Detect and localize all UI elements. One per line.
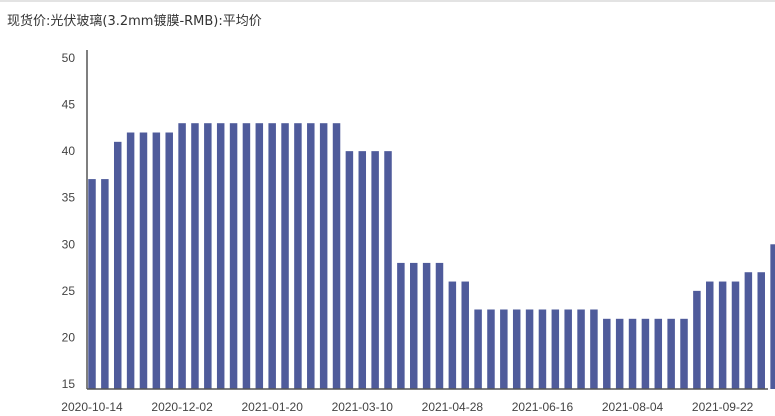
bar <box>126 132 135 389</box>
bar <box>242 123 251 389</box>
bar <box>358 151 367 389</box>
top-divider <box>0 0 775 2</box>
x-tick-label: 2021-08-04 <box>602 400 664 414</box>
bar <box>474 309 482 389</box>
bar <box>268 123 276 389</box>
bar <box>229 123 238 389</box>
bar <box>667 318 675 389</box>
x-tick-label: 2020-12-02 <box>151 400 213 414</box>
bar <box>693 290 701 389</box>
bar <box>487 309 495 389</box>
bar <box>718 281 727 389</box>
bar <box>410 262 418 389</box>
bar <box>397 262 405 389</box>
bar <box>615 318 624 389</box>
bar <box>538 309 547 389</box>
bar <box>757 272 765 389</box>
bar <box>345 151 354 389</box>
bar <box>603 318 611 389</box>
bar <box>113 141 122 389</box>
bars <box>88 123 775 389</box>
bar <box>590 309 598 389</box>
y-tick-label: 25 <box>62 284 76 298</box>
bar <box>88 179 96 389</box>
bar <box>139 132 148 389</box>
x-tick-label: 2021-01-20 <box>241 400 303 414</box>
bar <box>384 151 392 389</box>
bar <box>255 123 264 389</box>
x-tick-label: 2021-09-22 <box>692 400 754 414</box>
x-axis-ticks: 2020-10-14 2020-12-02 2021-01-20 2021-03-10… <box>61 400 753 414</box>
bar <box>706 281 714 389</box>
y-tick-label: 50 <box>62 51 76 65</box>
bar <box>307 123 315 389</box>
bar <box>551 309 560 389</box>
bar <box>178 123 186 389</box>
bar <box>525 309 534 389</box>
bar <box>152 132 161 389</box>
x-tick-label: 2020-10-14 <box>61 400 123 414</box>
y-tick-label: 45 <box>62 98 76 112</box>
y-axis-ticks: 15 20 25 30 35 40 45 50 <box>62 51 76 391</box>
bar <box>319 123 328 389</box>
bar <box>500 309 508 389</box>
y-tick-label: 40 <box>62 144 76 158</box>
x-tick-label: 2021-04-28 <box>422 400 484 414</box>
bar <box>744 272 753 389</box>
bar <box>204 123 212 389</box>
bar <box>628 318 637 389</box>
y-tick-label: 20 <box>62 330 76 344</box>
bar <box>371 151 379 389</box>
bar <box>422 262 431 389</box>
bar <box>435 262 444 389</box>
y-tick-label: 15 <box>62 377 76 391</box>
x-tick-label: 2021-06-16 <box>512 400 574 414</box>
bar <box>641 318 650 389</box>
bar <box>731 281 740 389</box>
y-tick-label: 30 <box>62 237 76 251</box>
bar <box>101 179 109 389</box>
bar <box>216 123 225 389</box>
bar <box>294 123 302 389</box>
bar <box>680 318 688 389</box>
bar <box>770 244 775 389</box>
bar <box>448 281 457 389</box>
bar <box>281 123 289 389</box>
bar <box>512 309 521 389</box>
x-tick-label: 2021-03-10 <box>332 400 394 414</box>
bar <box>461 281 469 389</box>
bar <box>564 309 572 389</box>
bar <box>577 309 585 389</box>
chart-title: 现货价:光伏玻璃(3.2mm镀膜-RMB):平均价 <box>7 14 262 29</box>
bar <box>332 123 341 389</box>
bar <box>191 123 199 389</box>
bar <box>654 318 663 389</box>
y-tick-label: 35 <box>62 191 76 205</box>
bar <box>165 132 173 389</box>
